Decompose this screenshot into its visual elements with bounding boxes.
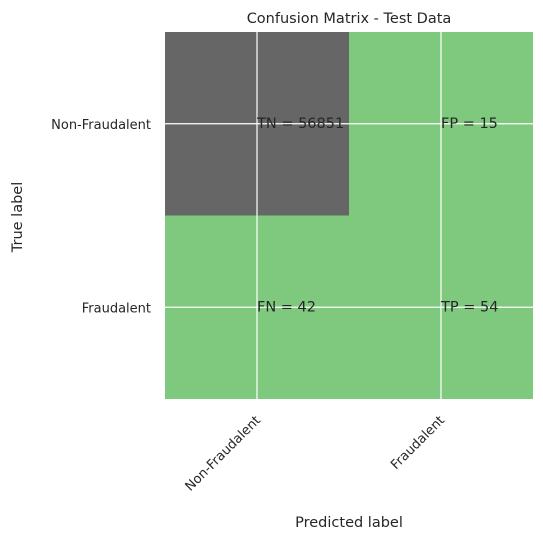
x-tick-label: Fraudalent	[388, 413, 448, 473]
cell-label-0-1: FP = 15	[441, 116, 498, 132]
x-tick-label: Non-Fraudalent	[183, 413, 264, 494]
x-axis-label: Predicted label	[295, 515, 403, 531]
y-axis-label: True label	[10, 182, 26, 253]
cell-label-0-0: TN = 56851	[256, 116, 344, 132]
y-tick-label: Non-Fraudalent	[51, 118, 151, 133]
cell-label-1-1: TP = 54	[440, 299, 498, 315]
y-tick-label: Fraudalent	[82, 301, 151, 316]
chart-title: Confusion Matrix - Test Data	[247, 11, 452, 27]
cell-label-1-0: FN = 42	[257, 299, 316, 315]
